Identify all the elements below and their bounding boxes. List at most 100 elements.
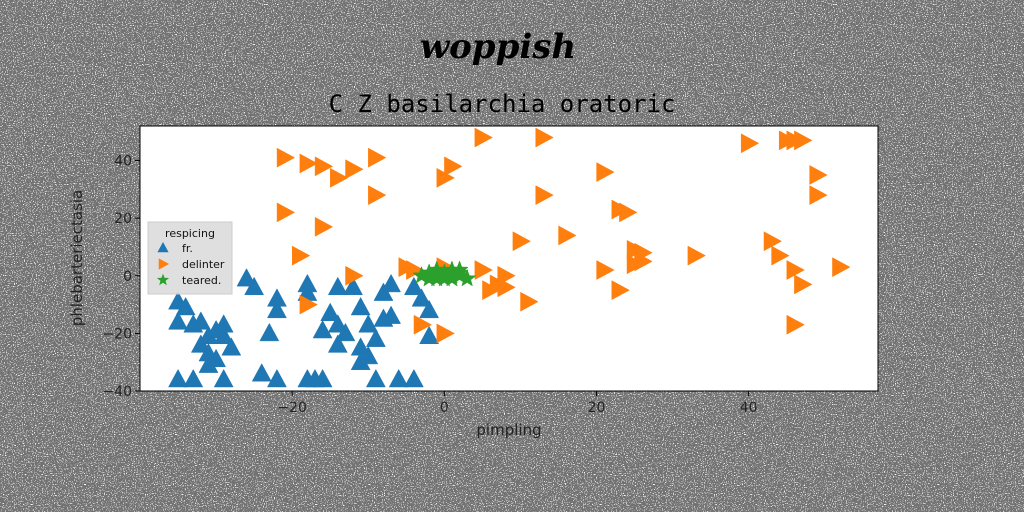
data-point (535, 127, 554, 148)
data-point (450, 260, 469, 278)
data-point (299, 294, 318, 315)
axes-title: C Z basilarchia oratoric (329, 90, 676, 118)
data-point (314, 156, 334, 177)
data-point (771, 245, 790, 266)
data-point (365, 328, 386, 347)
data-point (168, 368, 188, 388)
data-point (168, 311, 188, 330)
legend-entries: fr. delinter teared. (156, 241, 225, 287)
data-point (327, 276, 348, 296)
legend-marker (158, 258, 170, 270)
data-point (358, 314, 379, 333)
x-tick-label: 40 (740, 400, 758, 416)
x-tick-label: 0 (440, 400, 449, 416)
data-point (267, 299, 287, 319)
legend-marker (157, 241, 169, 253)
data-point (327, 334, 348, 353)
data-point (419, 325, 440, 345)
data-point (596, 162, 615, 183)
data-point (368, 147, 387, 168)
data-point (190, 311, 211, 330)
y-tick-label: 20 (114, 211, 132, 227)
data-point (327, 314, 348, 333)
data-point (512, 231, 531, 252)
data-point (786, 260, 805, 280)
data-point (345, 159, 364, 180)
data-point (634, 242, 653, 263)
data-point (345, 265, 364, 286)
legend-title: respicing (165, 227, 215, 240)
data-point (419, 299, 440, 319)
data-point (832, 257, 851, 278)
data-point (314, 216, 334, 237)
data-point (740, 133, 760, 154)
data-point (435, 268, 454, 287)
plot-area (139, 125, 879, 392)
data-point (190, 334, 211, 353)
data-point (809, 165, 828, 185)
data-point (358, 345, 379, 365)
data-point (403, 276, 424, 296)
figure-suptitle: woppish (420, 27, 576, 67)
legend-marker (156, 273, 170, 286)
y-axis-label: phlebarteriectasia (68, 190, 86, 326)
y-tick-label: −40 (102, 384, 132, 400)
y-tick-label: 0 (123, 269, 132, 285)
data-point (320, 302, 341, 321)
data-point (292, 245, 311, 266)
data-point (596, 260, 615, 280)
data-point (276, 202, 296, 223)
data-point (221, 337, 242, 356)
axis-ticks: −20 0 20 40 −40 −20 0 20 40 (102, 154, 757, 416)
data-point (411, 288, 432, 307)
series-0 (168, 268, 440, 388)
data-point (786, 314, 805, 335)
data-point (794, 130, 813, 151)
data-point (474, 127, 493, 148)
data-point (312, 319, 333, 339)
data-point (403, 368, 424, 388)
data-point (388, 368, 409, 388)
data-point (276, 147, 296, 168)
data-point (381, 305, 401, 324)
data-point (213, 325, 234, 345)
legend-label: fr. (182, 242, 193, 255)
data-point (175, 296, 196, 316)
data-point (299, 153, 318, 174)
data-point (330, 167, 349, 188)
data-point (535, 185, 554, 206)
data-point (183, 368, 204, 388)
data-point (482, 280, 501, 301)
data-point (763, 231, 783, 252)
x-axis-label: pimpling (476, 421, 541, 439)
data-point (497, 277, 516, 298)
data-point (365, 368, 386, 388)
data-point (436, 323, 455, 344)
data-point (520, 291, 539, 312)
data-point (350, 296, 371, 316)
x-tick-label: 20 (588, 400, 606, 416)
legend-label: delinter (182, 258, 225, 271)
data-point (213, 368, 234, 388)
y-tick-label: −20 (102, 326, 132, 342)
y-tick-label: 40 (114, 154, 132, 170)
data-point (809, 185, 828, 206)
data-point (558, 225, 577, 246)
legend-label: teared. (182, 274, 221, 287)
data-point (413, 314, 433, 335)
data-point (436, 167, 455, 188)
data-point (236, 268, 257, 287)
x-tick-label: −20 (277, 400, 307, 416)
data-point (251, 363, 272, 382)
data-point (611, 280, 630, 301)
data-point (381, 273, 401, 293)
data-point (343, 276, 363, 296)
data-point (687, 245, 706, 266)
data-point (267, 368, 287, 388)
legend: respicing fr. delinter teared. (147, 221, 233, 295)
data-point (259, 322, 280, 342)
data-point (368, 185, 387, 206)
data-point (312, 368, 333, 388)
data-point (794, 274, 813, 295)
